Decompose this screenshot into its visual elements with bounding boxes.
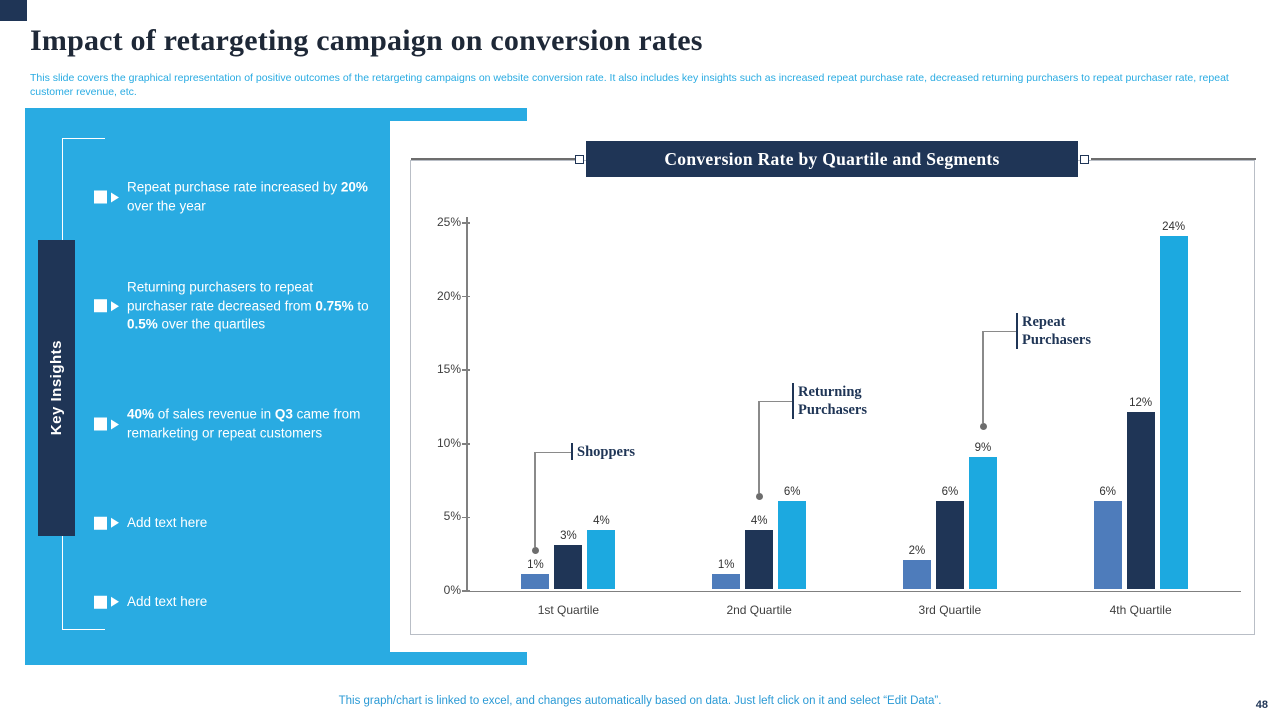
callout-line-returning bbox=[758, 401, 760, 493]
bar-value-label: 1% bbox=[717, 559, 735, 572]
bar-value-label: 12% bbox=[1129, 397, 1153, 410]
bar-value-label: 3% bbox=[560, 529, 577, 542]
annotation-returning-purchasers: Returning Purchasers bbox=[798, 383, 867, 419]
banner-connector-right bbox=[1091, 158, 1256, 160]
x-axis-label: 2nd Quartile bbox=[726, 603, 792, 617]
y-axis-label: 10% bbox=[436, 435, 461, 450]
x-axis-line bbox=[466, 590, 1241, 592]
key-insights-label-box: Key Insights bbox=[38, 240, 75, 536]
annotation-repeat-purchasers: Repeat Purchasers bbox=[1022, 313, 1091, 349]
page-title: Impact of retargeting campaign on conver… bbox=[30, 24, 703, 57]
y-axis-label: 0% bbox=[443, 583, 461, 597]
bar-value-label: 1% bbox=[527, 559, 544, 572]
chart-area[interactable]: Conversion Rate by Quartile and Segments… bbox=[410, 141, 1256, 635]
annotation-line: Purchasers bbox=[1022, 332, 1092, 348]
bar-group: 1% 3% 4% 1st Quartile bbox=[521, 515, 616, 617]
y-axis-line bbox=[466, 217, 468, 591]
bar-value-label: 4% bbox=[750, 515, 768, 528]
callout-dot-shoppers bbox=[531, 546, 539, 554]
bar-wrap: 2% bbox=[902, 544, 931, 589]
chart-title: Conversion Rate by Quartile and Segments bbox=[664, 148, 1000, 169]
bar-wrap: 6% bbox=[1093, 485, 1122, 589]
annotation-line: Shoppers bbox=[577, 444, 636, 460]
annotation-line: Repeat bbox=[1022, 314, 1066, 330]
bar-value-label: 4% bbox=[593, 515, 610, 528]
banner-connector-left bbox=[411, 158, 576, 160]
bar-shoppers bbox=[902, 559, 931, 589]
callout-tick-returning bbox=[792, 383, 794, 419]
bar-value-label: 24% bbox=[1162, 220, 1186, 233]
bar-repeat-purchasers bbox=[1159, 235, 1188, 589]
bar-wrap: 12% bbox=[1126, 397, 1155, 589]
bar-value-label: 6% bbox=[783, 485, 801, 498]
callout-line-shoppers bbox=[534, 452, 536, 547]
bar-wrap: 6% bbox=[778, 485, 807, 589]
bar-shoppers bbox=[521, 574, 550, 589]
bar-wrap: 4% bbox=[745, 515, 774, 589]
bar-wrap: 4% bbox=[587, 515, 616, 589]
x-axis-label: 1st Quartile bbox=[537, 603, 600, 617]
key-insights-label: Key Insights bbox=[48, 340, 65, 436]
bar-shoppers bbox=[1093, 500, 1122, 589]
annotation-line: Purchasers bbox=[798, 402, 868, 418]
annotation-line: Returning bbox=[798, 384, 862, 400]
banner-handle-right bbox=[1080, 154, 1089, 164]
y-axis-label: 5% bbox=[443, 509, 461, 524]
bar-repeat-purchasers bbox=[968, 456, 997, 589]
bar-group: 6% 12% 24% 4th Quartile bbox=[1093, 220, 1188, 617]
banner-handle-left bbox=[575, 154, 584, 164]
bar-value-label: 6% bbox=[941, 485, 959, 498]
bar-repeat-purchasers bbox=[778, 500, 807, 589]
callout-dot-returning bbox=[755, 492, 763, 500]
callout-line-repeat bbox=[983, 330, 1016, 332]
y-axis-label: 20% bbox=[436, 288, 461, 303]
bar-wrap: 9% bbox=[968, 441, 997, 589]
bar-wrap: 1% bbox=[521, 559, 550, 589]
callout-tick-repeat bbox=[1016, 313, 1018, 349]
bar-returning-purchasers bbox=[745, 530, 774, 589]
bar-group: 1% 4% 6% 2nd Quartile bbox=[712, 485, 807, 617]
callout-dot-repeat bbox=[979, 422, 987, 430]
callout-line-returning bbox=[759, 400, 792, 402]
page-subtitle: This slide covers the graphical represen… bbox=[30, 72, 1229, 98]
bar-wrap: 6% bbox=[935, 485, 964, 589]
callout-tick-shoppers bbox=[571, 443, 573, 460]
x-axis-label: 3rd Quartile bbox=[918, 603, 982, 617]
callout-line-shoppers bbox=[535, 451, 571, 453]
corner-accent bbox=[0, 0, 27, 21]
bar-value-label: 2% bbox=[908, 544, 926, 557]
chart-title-banner: Conversion Rate by Quartile and Segments bbox=[586, 141, 1078, 177]
page-number: 48 bbox=[1255, 699, 1268, 711]
bar-shoppers bbox=[712, 574, 741, 589]
key-insights-panel bbox=[25, 121, 390, 652]
x-axis-label: 4th Quartile bbox=[1109, 603, 1172, 617]
y-axis-label: 15% bbox=[436, 362, 461, 377]
callout-line-repeat bbox=[982, 331, 984, 423]
annotation-shoppers: Shoppers bbox=[577, 443, 635, 461]
bar-repeat-purchasers bbox=[587, 530, 616, 589]
bar-group: 2% 6% 9% 3rd Quartile bbox=[902, 441, 997, 617]
bar-value-label: 9% bbox=[974, 441, 992, 454]
bar-value-label: 6% bbox=[1099, 485, 1116, 498]
bar-plot: 1% 3% 4% 1st Quartile 1% 4% 6% 2nd Quartile 2% 6%… bbox=[473, 220, 1236, 617]
bar-returning-purchasers bbox=[554, 544, 583, 589]
footer-note: This graph/chart is linked to excel, and… bbox=[338, 695, 942, 707]
bar-wrap: 1% bbox=[712, 559, 741, 589]
panel-strip-top bbox=[25, 108, 527, 121]
bar-returning-purchasers bbox=[935, 500, 964, 589]
y-axis-label: 25% bbox=[436, 215, 461, 229]
panel-strip-bottom bbox=[25, 652, 527, 665]
bar-wrap: 3% bbox=[554, 529, 583, 589]
bar-returning-purchasers bbox=[1126, 412, 1155, 589]
bar-wrap: 24% bbox=[1159, 220, 1188, 589]
